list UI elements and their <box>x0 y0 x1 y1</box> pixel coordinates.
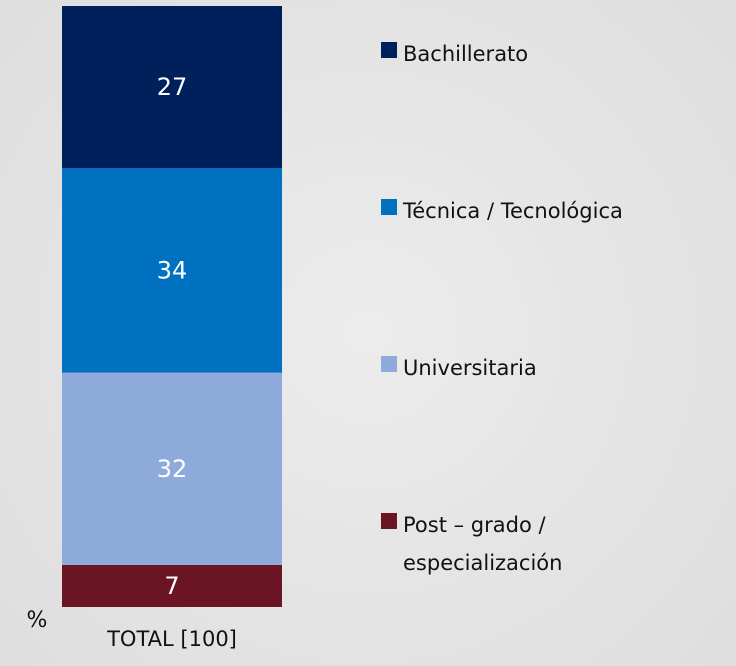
legend-swatch <box>381 513 397 529</box>
data-label: 7 <box>164 572 179 600</box>
x-tick-label: TOTAL [100] <box>106 627 237 651</box>
legend-label: Universitaria <box>403 356 537 380</box>
legend-item: Bachillerato <box>381 35 711 73</box>
legend-label: Bachillerato <box>403 42 529 66</box>
legend-item: Técnica / Tecnológica <box>381 192 711 230</box>
legend-swatch <box>381 199 397 215</box>
bar-segment <box>62 564 282 607</box>
data-label: 32 <box>157 455 188 483</box>
legend-label: Técnica / Tecnológica <box>403 199 623 223</box>
legend-swatch <box>381 356 397 372</box>
y-unit-label: % <box>27 608 48 633</box>
legend-item: Universitaria <box>381 349 711 387</box>
data-label: 34 <box>157 256 188 284</box>
legend-item: Post – grado / especialización <box>381 506 711 582</box>
bar-segment <box>62 6 282 169</box>
legend-label: Post – grado / especialización <box>403 513 563 575</box>
bar-segment <box>62 168 282 373</box>
legend-swatch <box>381 42 397 58</box>
data-label: 27 <box>157 73 188 101</box>
bar-segment <box>62 372 282 565</box>
